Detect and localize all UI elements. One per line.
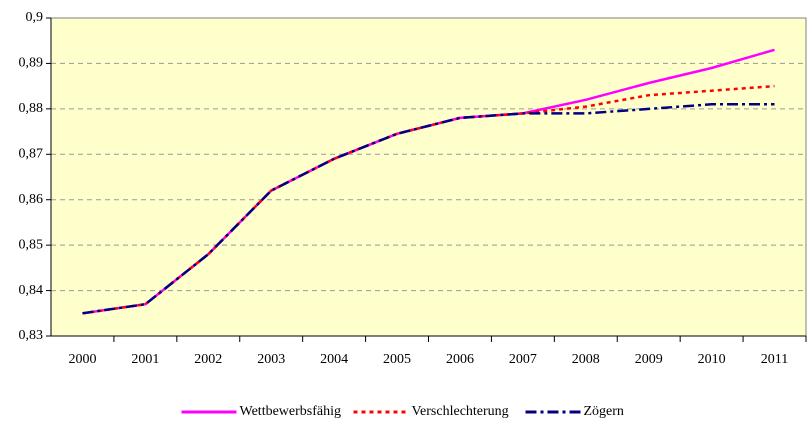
y-tick-label: 0,86: [19, 192, 44, 207]
y-tick-label: 0,84: [19, 283, 44, 298]
y-tick-label: 0,87: [19, 147, 44, 162]
x-tick-label: 2002: [194, 352, 222, 367]
x-tick-label: 2011: [761, 352, 788, 367]
series-line: [82, 84, 775, 315]
y-tick-label: 0,89: [19, 56, 44, 71]
legend-label: Verschlechterung: [412, 404, 509, 419]
x-tick-label: 2003: [257, 352, 285, 367]
x-tick-label: 2009: [635, 352, 663, 367]
plot-area: [50, 17, 807, 337]
y-tick-label: 0,88: [19, 101, 44, 116]
x-tick-label: 2004: [320, 352, 348, 367]
x-tick-label: 2010: [698, 352, 726, 367]
y-tick-label: 0,85: [19, 237, 44, 252]
series-line: [82, 103, 775, 315]
x-tick-label: 2001: [131, 352, 159, 367]
x-tick-label: 2000: [68, 352, 96, 367]
y-tick-label: 0,9: [26, 10, 44, 25]
x-tick-label: 2007: [509, 352, 537, 367]
x-tick-label: 2005: [383, 352, 411, 367]
y-tick-label: 0,83: [19, 328, 44, 343]
legend-label: Zögern: [584, 404, 624, 419]
x-tick-label: 2006: [446, 352, 474, 367]
legend-label: Wettbewerbsfähig: [240, 404, 342, 419]
x-tick-label: 2008: [572, 352, 600, 367]
